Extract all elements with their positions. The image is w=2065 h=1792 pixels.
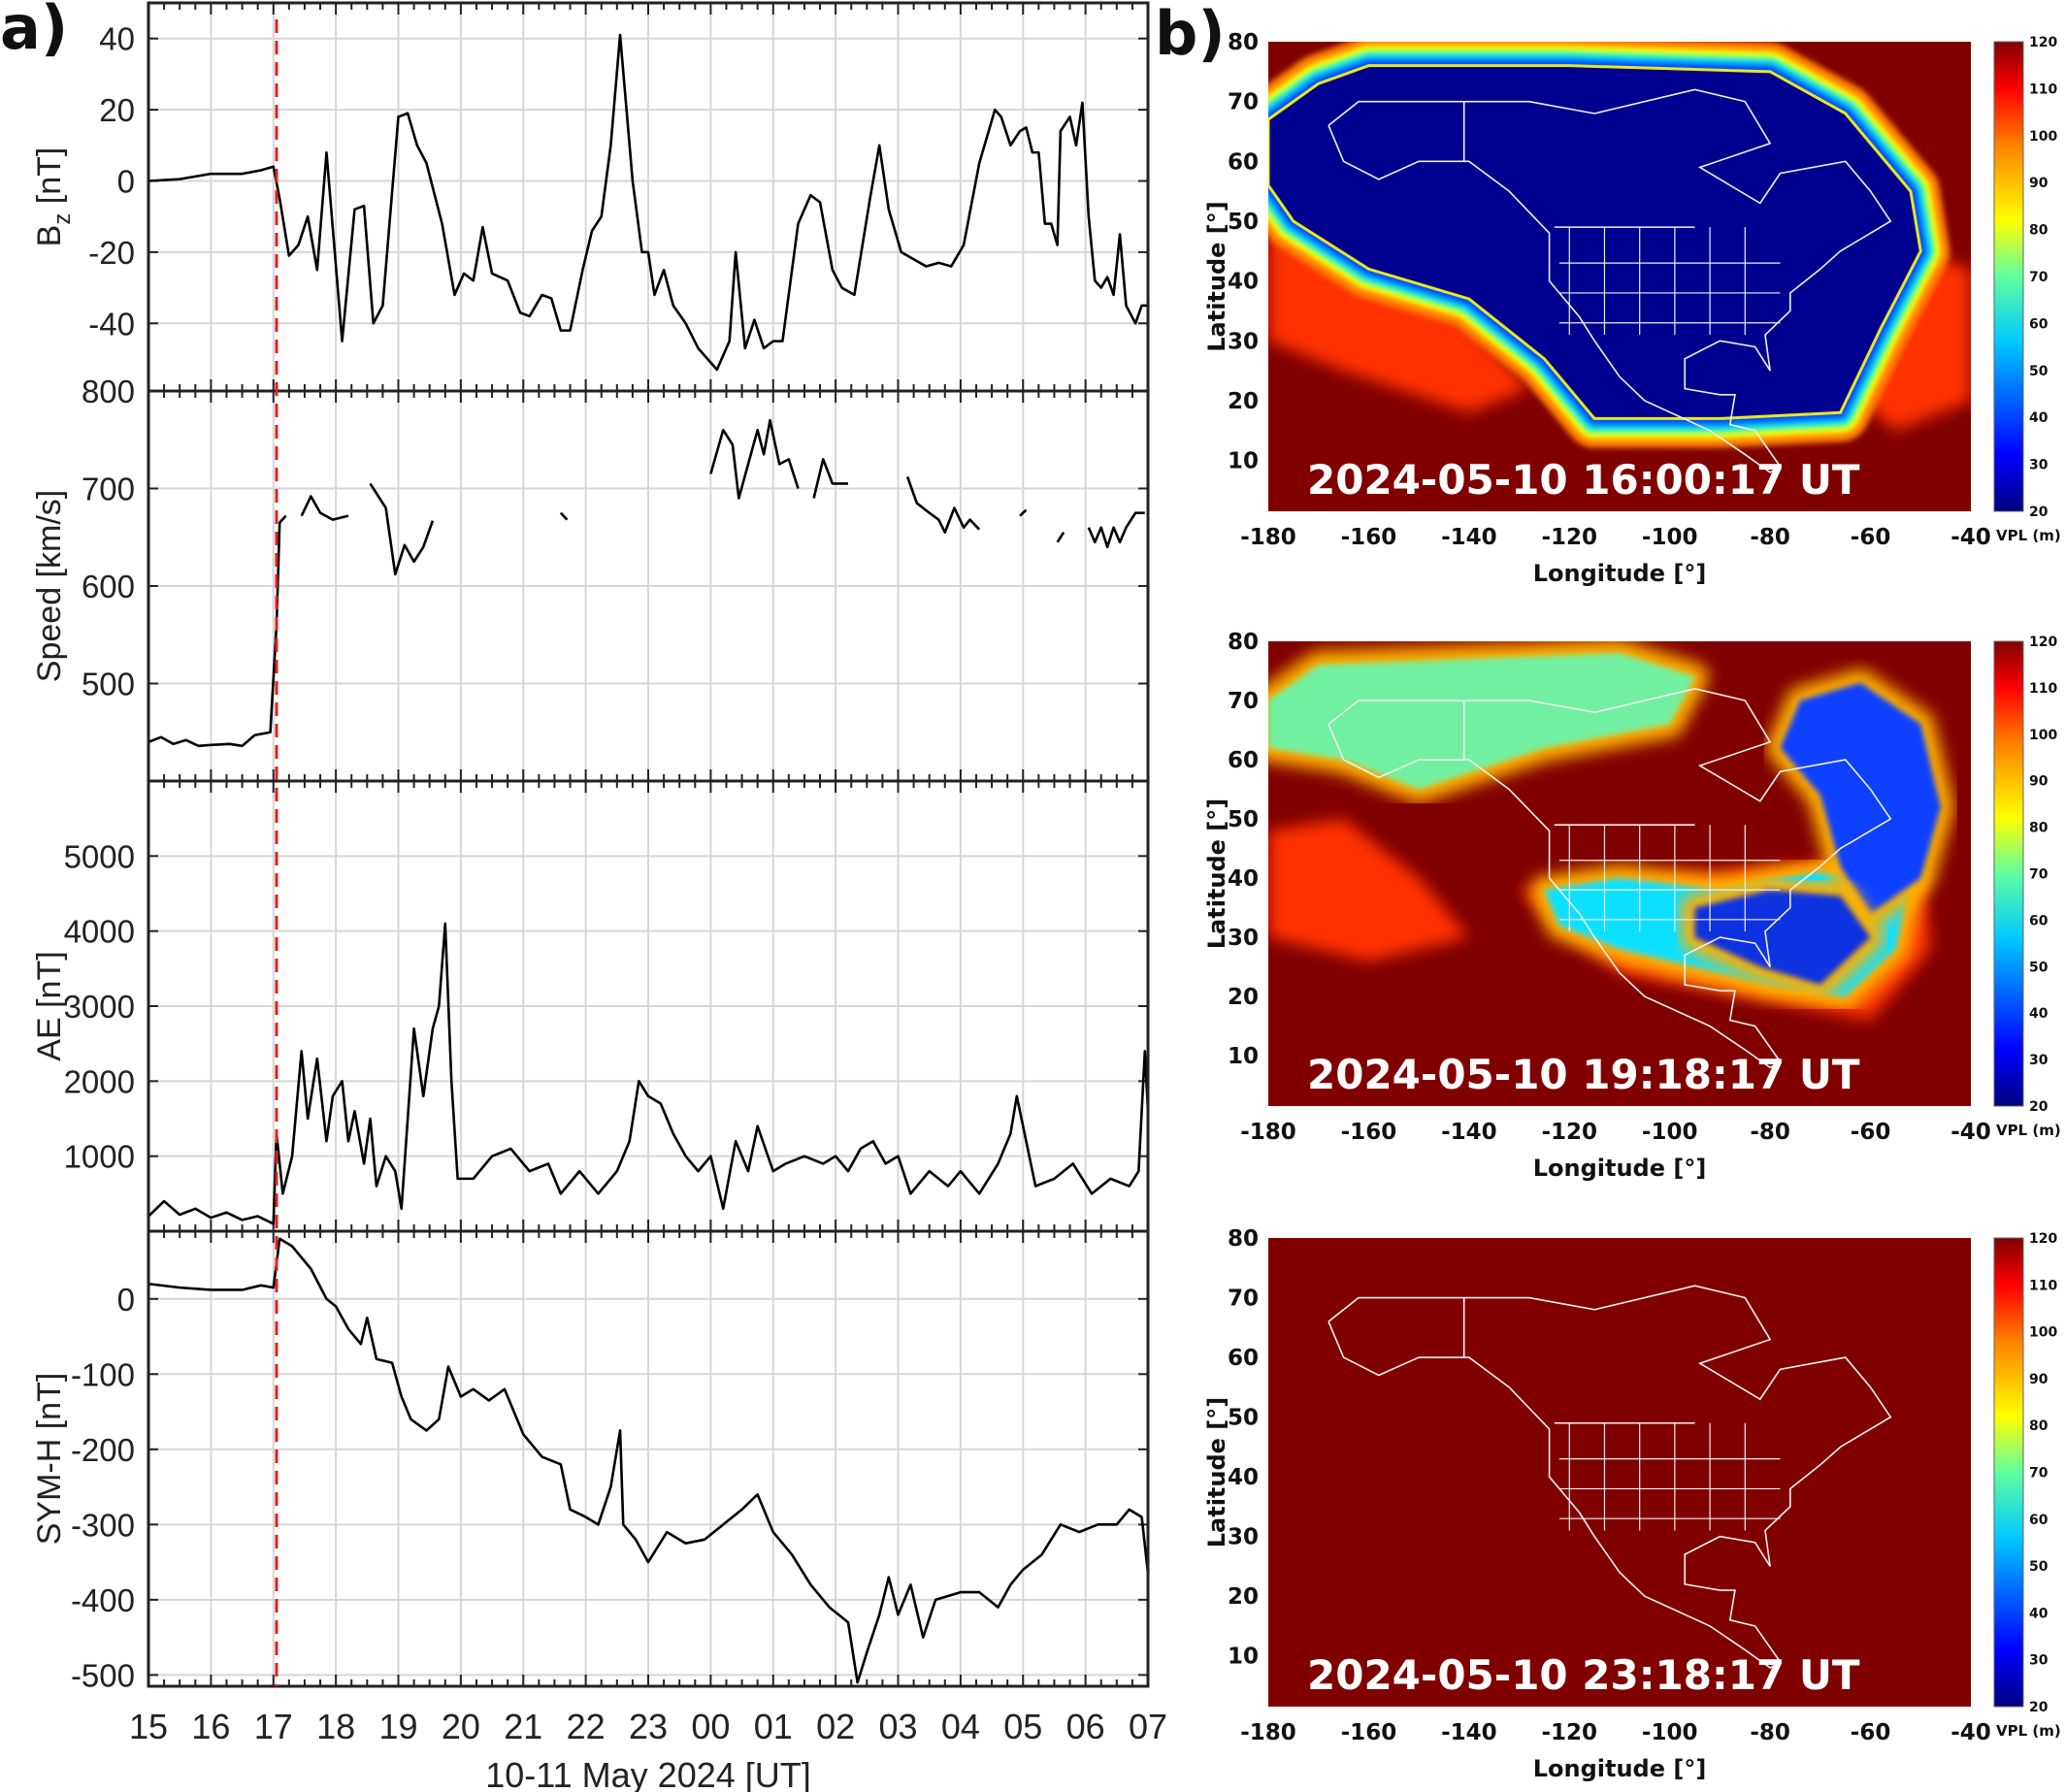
series-line-ae <box>148 922 1150 1225</box>
panel-label-b: b) <box>1155 0 1226 69</box>
y-tick-label: 4000 <box>64 914 135 950</box>
x-tick-label: 00 <box>691 1707 730 1746</box>
y-tick-label: 1000 <box>64 1139 135 1175</box>
x-tick-label: 19 <box>378 1707 417 1746</box>
y-tick-label: 2000 <box>64 1063 135 1099</box>
x-tick-label: 01 <box>754 1707 793 1746</box>
y-tick-label: -500 <box>71 1657 135 1693</box>
series-line-speed <box>1056 532 1065 543</box>
y-tick-label: 20 <box>99 92 135 128</box>
y-axis-label: Bz [nT] <box>31 147 76 247</box>
panel-symh: -500 -400 -300 -200 -100 0 SYM-H [nT] <box>31 1229 1150 1693</box>
series-line-speed <box>1019 508 1028 517</box>
y-tick-label: 600 <box>82 569 135 604</box>
x-tick-label: 23 <box>629 1707 668 1746</box>
x-tick-label: 21 <box>504 1707 542 1746</box>
x-tick-label: 04 <box>941 1707 980 1746</box>
y-tick-label: 500 <box>82 667 135 702</box>
y-tick-label: -400 <box>71 1582 135 1618</box>
x-tick-label: 15 <box>129 1707 168 1746</box>
panel-label-a: a) <box>0 0 69 63</box>
x-tick-label: 02 <box>816 1707 855 1746</box>
series-line-symh <box>148 1237 1150 1684</box>
y-tick-label: 0 <box>117 1282 135 1318</box>
series-line-bz <box>148 33 1148 372</box>
series-line-speed <box>905 476 981 535</box>
panel-speed: 500 600 700 800 Speed [km/s] <box>31 374 1150 783</box>
y-tick-label: 800 <box>82 374 135 409</box>
x-tick-label: 06 <box>1066 1707 1105 1746</box>
y-tick-label: -20 <box>88 235 135 271</box>
y-tick-label: -40 <box>88 306 135 342</box>
y-axis-label: Speed [km/s] <box>31 490 68 682</box>
x-tick-label: 20 <box>442 1707 480 1746</box>
x-tick-label: 03 <box>878 1707 917 1746</box>
x-tick-label: 16 <box>191 1707 230 1746</box>
y-tick-label: -300 <box>71 1507 135 1543</box>
x-tick-label: 18 <box>316 1707 355 1746</box>
x-tick-label: 22 <box>567 1707 606 1746</box>
x-tick-label: 17 <box>254 1707 293 1746</box>
y-tick-label: 0 <box>117 163 135 199</box>
x-axis-label: 10-11 May 2024 [UT] <box>485 1755 811 1792</box>
y-tick-label: 5000 <box>64 838 135 874</box>
series-line-speed <box>1087 511 1145 549</box>
y-tick-label: 3000 <box>64 989 135 1025</box>
y-axis-label: SYM-H [nT] <box>31 1373 68 1546</box>
panel-ae: 1000 2000 3000 4000 5000 AE [nT] <box>31 779 1150 1233</box>
series-line-speed <box>369 482 435 576</box>
x-tick-label: 05 <box>1003 1707 1042 1746</box>
series-line-speed <box>559 511 569 521</box>
x-tick-label: 07 <box>1129 1707 1167 1746</box>
y-tick-label: -200 <box>71 1432 135 1468</box>
panel-bz: -40 -20 0 20 40 Bz [nT] <box>31 1 1150 393</box>
y-axis-label: AE [nT] <box>31 951 68 1060</box>
series-line-speed <box>300 495 349 521</box>
y-tick-label: -100 <box>71 1356 135 1392</box>
y-tick-label: 40 <box>99 21 135 57</box>
panel-frame <box>147 1229 1150 1688</box>
y-tick-label: 700 <box>82 472 135 507</box>
series-line-speed <box>709 418 800 500</box>
series-line-speed <box>148 514 287 748</box>
series-line-speed <box>812 458 848 499</box>
